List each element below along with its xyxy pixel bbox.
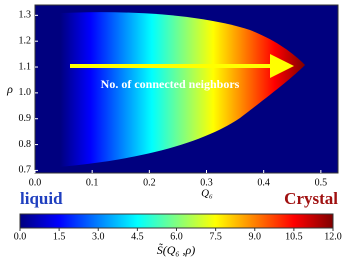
colorbar-label: S̃(Q₆ ,ρ) (157, 243, 196, 257)
y-tick-label: 0.8 (19, 139, 32, 150)
colorbar-tick-label: 9.0 (249, 231, 262, 242)
crystal-label: Crystal (284, 189, 338, 208)
y-tick-label: 0.7 (19, 165, 32, 176)
y-tick-label: 1.0 (19, 87, 32, 98)
y-tick-label: 1.3 (19, 10, 32, 21)
colorbar-tick-label: 12.0 (324, 231, 342, 242)
y-tick-label: 1.2 (19, 35, 32, 46)
y-axis-label: ρ (6, 82, 13, 96)
plot-frame (34, 4, 339, 174)
colorbar-tick-label: 10.5 (285, 231, 303, 242)
x-tick-label: 0.4 (257, 177, 270, 188)
x-tick-label: 0.5 (315, 177, 328, 188)
colorbar-tick-label: 7.5 (209, 231, 222, 242)
x-tick-label: 0.1 (86, 177, 99, 188)
y-tick-label: 0.9 (19, 113, 32, 124)
density-region (45, 12, 305, 169)
colorbar (19, 213, 334, 229)
colorbar-tick-label: 0.0 (14, 231, 27, 242)
colorbar-tick-label: 4.5 (131, 231, 144, 242)
y-tick-label: 1.1 (19, 61, 32, 72)
x-tick-label: 0.3 (200, 177, 213, 188)
colorbar-tick-label: 3.0 (92, 231, 105, 242)
x-tick-label: 0.2 (143, 177, 156, 188)
liquid-label: liquid (20, 189, 63, 208)
x-tick-label: 0.0 (29, 177, 42, 188)
annotation: No. of connected neighbors (101, 77, 240, 91)
x-axis-label: Q₆ (201, 188, 213, 200)
colorbar-tick-label: 6.0 (170, 231, 183, 242)
colorbar-tick-label: 1.5 (53, 231, 66, 242)
